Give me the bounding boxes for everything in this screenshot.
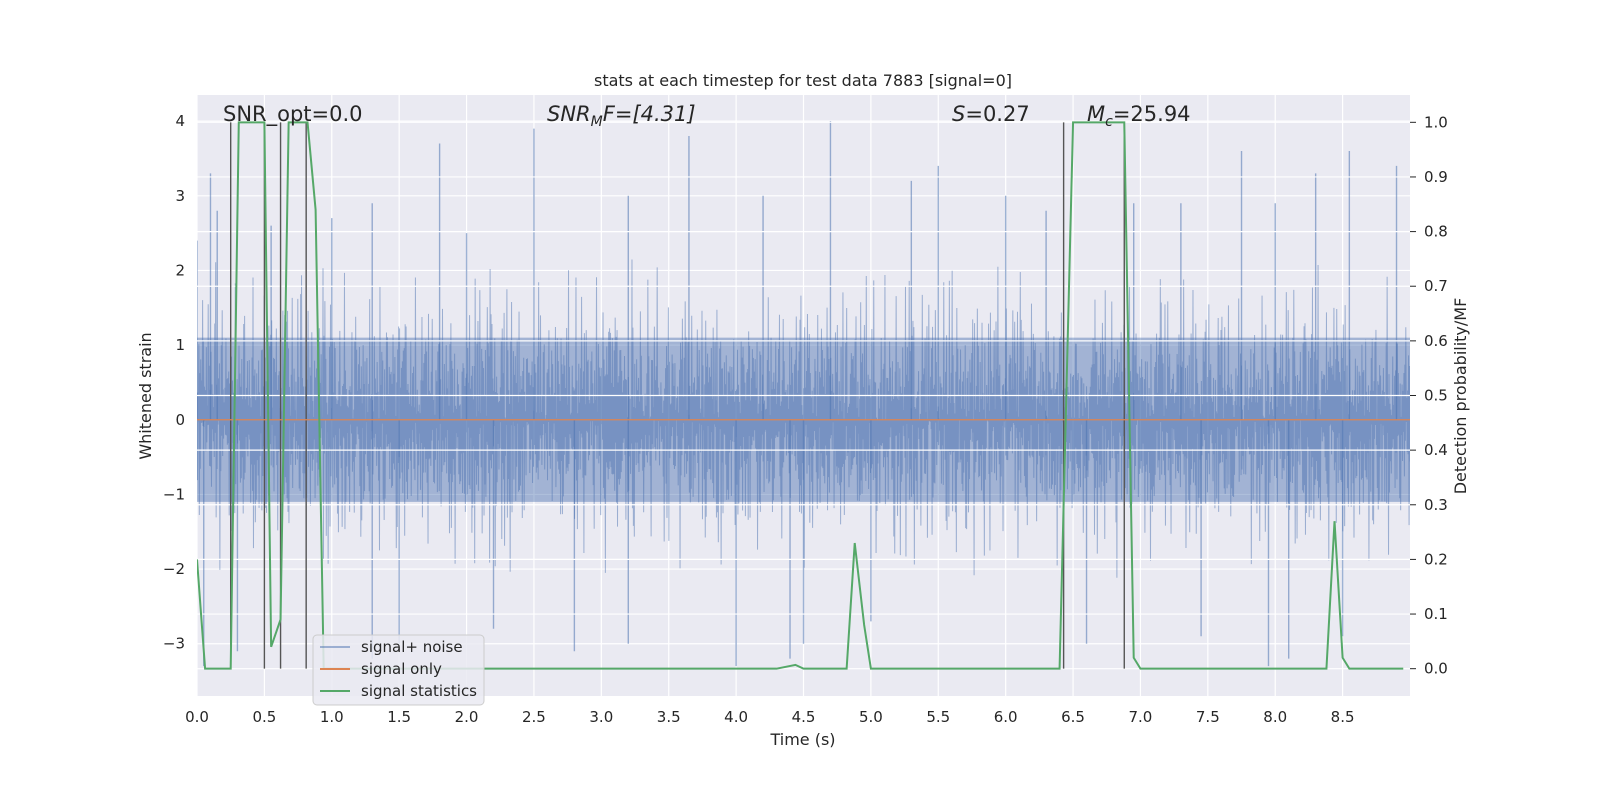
y-tick-label: 2 xyxy=(175,261,185,279)
x-tick-label: 6.0 xyxy=(994,708,1018,726)
x-axis-label: Time (s) xyxy=(769,730,835,749)
annotation-snr-opt: SNR_opt=0.0 xyxy=(223,102,363,127)
y-tick-label: −3 xyxy=(163,635,185,653)
annotation-mc: Mc=25.94 xyxy=(1087,102,1191,130)
y-axis-label: Whitened strain xyxy=(136,332,155,459)
x-tick-label: 7.0 xyxy=(1129,708,1153,726)
signal-statistics-line xyxy=(197,121,1404,670)
legend-label-signal-only: signal only xyxy=(361,660,442,678)
x-tick-label: 2.5 xyxy=(522,708,546,726)
y-right-tick-label: 0.9 xyxy=(1424,168,1448,186)
y-right-tick-label: 0.1 xyxy=(1424,605,1448,623)
mc-rest: =25.94 xyxy=(1113,102,1191,126)
x-tick-label: 8.5 xyxy=(1331,708,1355,726)
x-tick-label: 0.5 xyxy=(252,708,276,726)
snr-mf-rest: F=[4.31] xyxy=(603,102,696,126)
y-tick-label: 0 xyxy=(175,411,185,429)
y-tick-label: 4 xyxy=(175,112,185,130)
y-right-tick-label: 0.2 xyxy=(1424,550,1448,568)
x-tick-label: 3.0 xyxy=(589,708,613,726)
x-tick-label: 3.5 xyxy=(657,708,681,726)
s-rest: =0.27 xyxy=(965,102,1029,126)
snr-mf-var: SNR xyxy=(547,102,591,126)
legend: signal+ noise signal only signal statist… xyxy=(312,634,485,706)
x-tick-label: 7.5 xyxy=(1196,708,1220,726)
annotation-s: S=0.27 xyxy=(952,102,1030,126)
y-tick-label: −2 xyxy=(163,560,185,578)
y-tick-label: 1 xyxy=(175,336,185,354)
x-axis-ticks: 0.0 0.5 1.0 1.5 2.0 2.5 3.0 3.5 4.0 4.5 5.0 5.5 6.0 6… xyxy=(185,708,1354,726)
x-tick-label: 4.5 xyxy=(792,708,816,726)
legend-box xyxy=(312,634,485,706)
y-right-tick-label: 0.4 xyxy=(1424,441,1448,459)
y-right-tick-label: 0.0 xyxy=(1424,660,1448,678)
x-tick-label: 0.0 xyxy=(185,708,209,726)
y-tick-label: −1 xyxy=(163,485,185,503)
legend-label-signal-noise: signal+ noise xyxy=(361,638,463,656)
y-right-axis-label: Detection probability/MF xyxy=(1451,298,1470,495)
chart-title: stats at each timestep for test data 788… xyxy=(594,71,1012,90)
x-tick-label: 5.5 xyxy=(926,708,950,726)
y-right-axis-ticks: 0.0 0.1 0.2 0.3 0.4 0.5 0.6 0.7 0.8 0.9 1.0 xyxy=(1410,113,1448,678)
y-right-tick-label: 1.0 xyxy=(1424,113,1448,131)
legend-label-signal-statistics: signal statistics xyxy=(361,682,477,700)
mc-var: M xyxy=(1087,102,1105,126)
x-tick-label: 1.5 xyxy=(387,708,411,726)
y-right-tick-label: 0.8 xyxy=(1424,223,1448,241)
x-tick-label: 1.0 xyxy=(320,708,344,726)
lines xyxy=(197,121,1410,670)
snr-mf-sub: M xyxy=(591,114,603,130)
y-right-tick-label: 0.3 xyxy=(1424,496,1448,514)
x-tick-label: 8.0 xyxy=(1263,708,1287,726)
annotation-snr-mf: SNRMF=[4.31] xyxy=(547,102,696,130)
y-axis-ticks: −3 −2 −1 0 1 2 3 4 xyxy=(163,112,185,653)
vertical-markers xyxy=(229,122,1125,669)
y-right-tick-label: 0.7 xyxy=(1424,277,1448,295)
y-right-tick-label: 0.6 xyxy=(1424,332,1448,350)
x-tick-label: 2.0 xyxy=(455,708,479,726)
s-var: S xyxy=(952,102,965,126)
x-tick-label: 4.0 xyxy=(724,708,748,726)
mc-sub: c xyxy=(1105,114,1113,130)
y-tick-label: 3 xyxy=(175,187,185,205)
x-tick-label: 6.5 xyxy=(1061,708,1085,726)
x-tick-label: 5.0 xyxy=(859,708,883,726)
y-right-tick-label: 0.5 xyxy=(1424,387,1448,405)
